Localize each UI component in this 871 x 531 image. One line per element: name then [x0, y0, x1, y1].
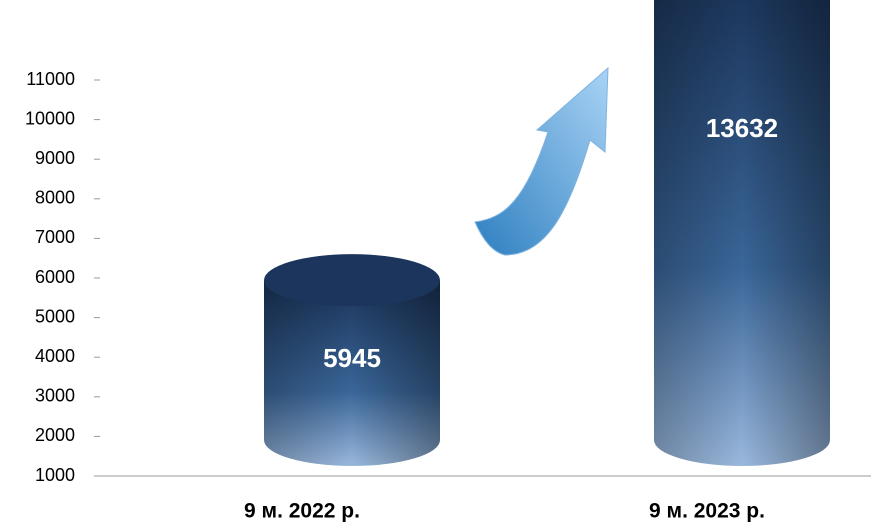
- cylinder-shade: [264, 280, 440, 466]
- cylinder-top: [710, 0, 774, 2]
- x-tick-label: 9 м. 2022 р.: [244, 500, 360, 523]
- y-tick-label: 3000: [35, 386, 75, 406]
- y-tick-label: 6000: [35, 267, 75, 287]
- y-tick-label: 4000: [35, 346, 75, 366]
- y-tick-label: 5000: [35, 306, 75, 326]
- x-tick-label: 9 м. 2023 р.: [649, 500, 765, 523]
- value-label: 13632: [706, 113, 778, 143]
- growth-arrow: [474, 66, 609, 256]
- y-tick-label: 10000: [25, 108, 75, 128]
- cylinder-shade: [654, 0, 830, 466]
- y-tick-label: 9000: [35, 148, 75, 168]
- cylinder-top: [264, 254, 440, 307]
- y-tick-label: 8000: [35, 188, 75, 208]
- value-label: 5945: [323, 343, 381, 373]
- y-tick-label: 7000: [35, 227, 75, 247]
- y-tick-label: 2000: [35, 425, 75, 445]
- y-tick-label: 1000: [35, 465, 75, 485]
- y-tick-label: 11000: [26, 69, 75, 89]
